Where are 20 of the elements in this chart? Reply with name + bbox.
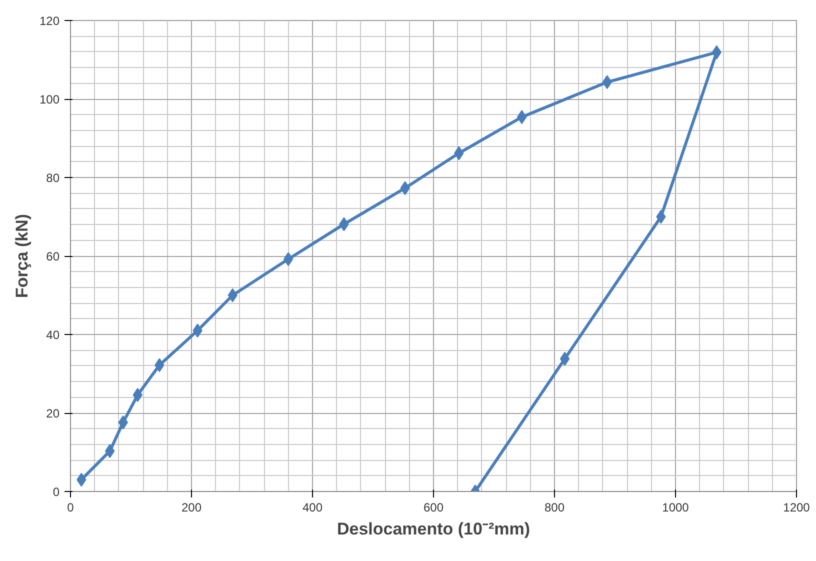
x-tick-label: 1200 — [783, 500, 810, 514]
y-tick-label: 80 — [46, 171, 60, 185]
y-tick-label: 0 — [52, 485, 60, 499]
point — [104, 444, 115, 458]
point — [560, 352, 570, 366]
x-axis-title: Deslocamento (10⁻²mm) — [336, 520, 530, 538]
x-tick-label: 600 — [423, 500, 444, 514]
y-axis-title: Força (kN) — [12, 214, 32, 298]
point — [516, 110, 527, 124]
x-tick-label: 400 — [302, 500, 323, 514]
point — [283, 252, 294, 266]
y-tick-label: 100 — [39, 92, 60, 106]
x-tick-label: 200 — [181, 500, 202, 514]
x-tick-label: 0 — [67, 500, 74, 514]
y-tick-label: 60 — [46, 250, 60, 264]
y-tick-label: 40 — [46, 328, 60, 342]
x-tick-label: 1000 — [662, 500, 690, 514]
y-tick-label: 120 — [39, 14, 60, 28]
x-tick-label: 800 — [544, 500, 565, 514]
y-tick-label: 20 — [46, 406, 60, 420]
